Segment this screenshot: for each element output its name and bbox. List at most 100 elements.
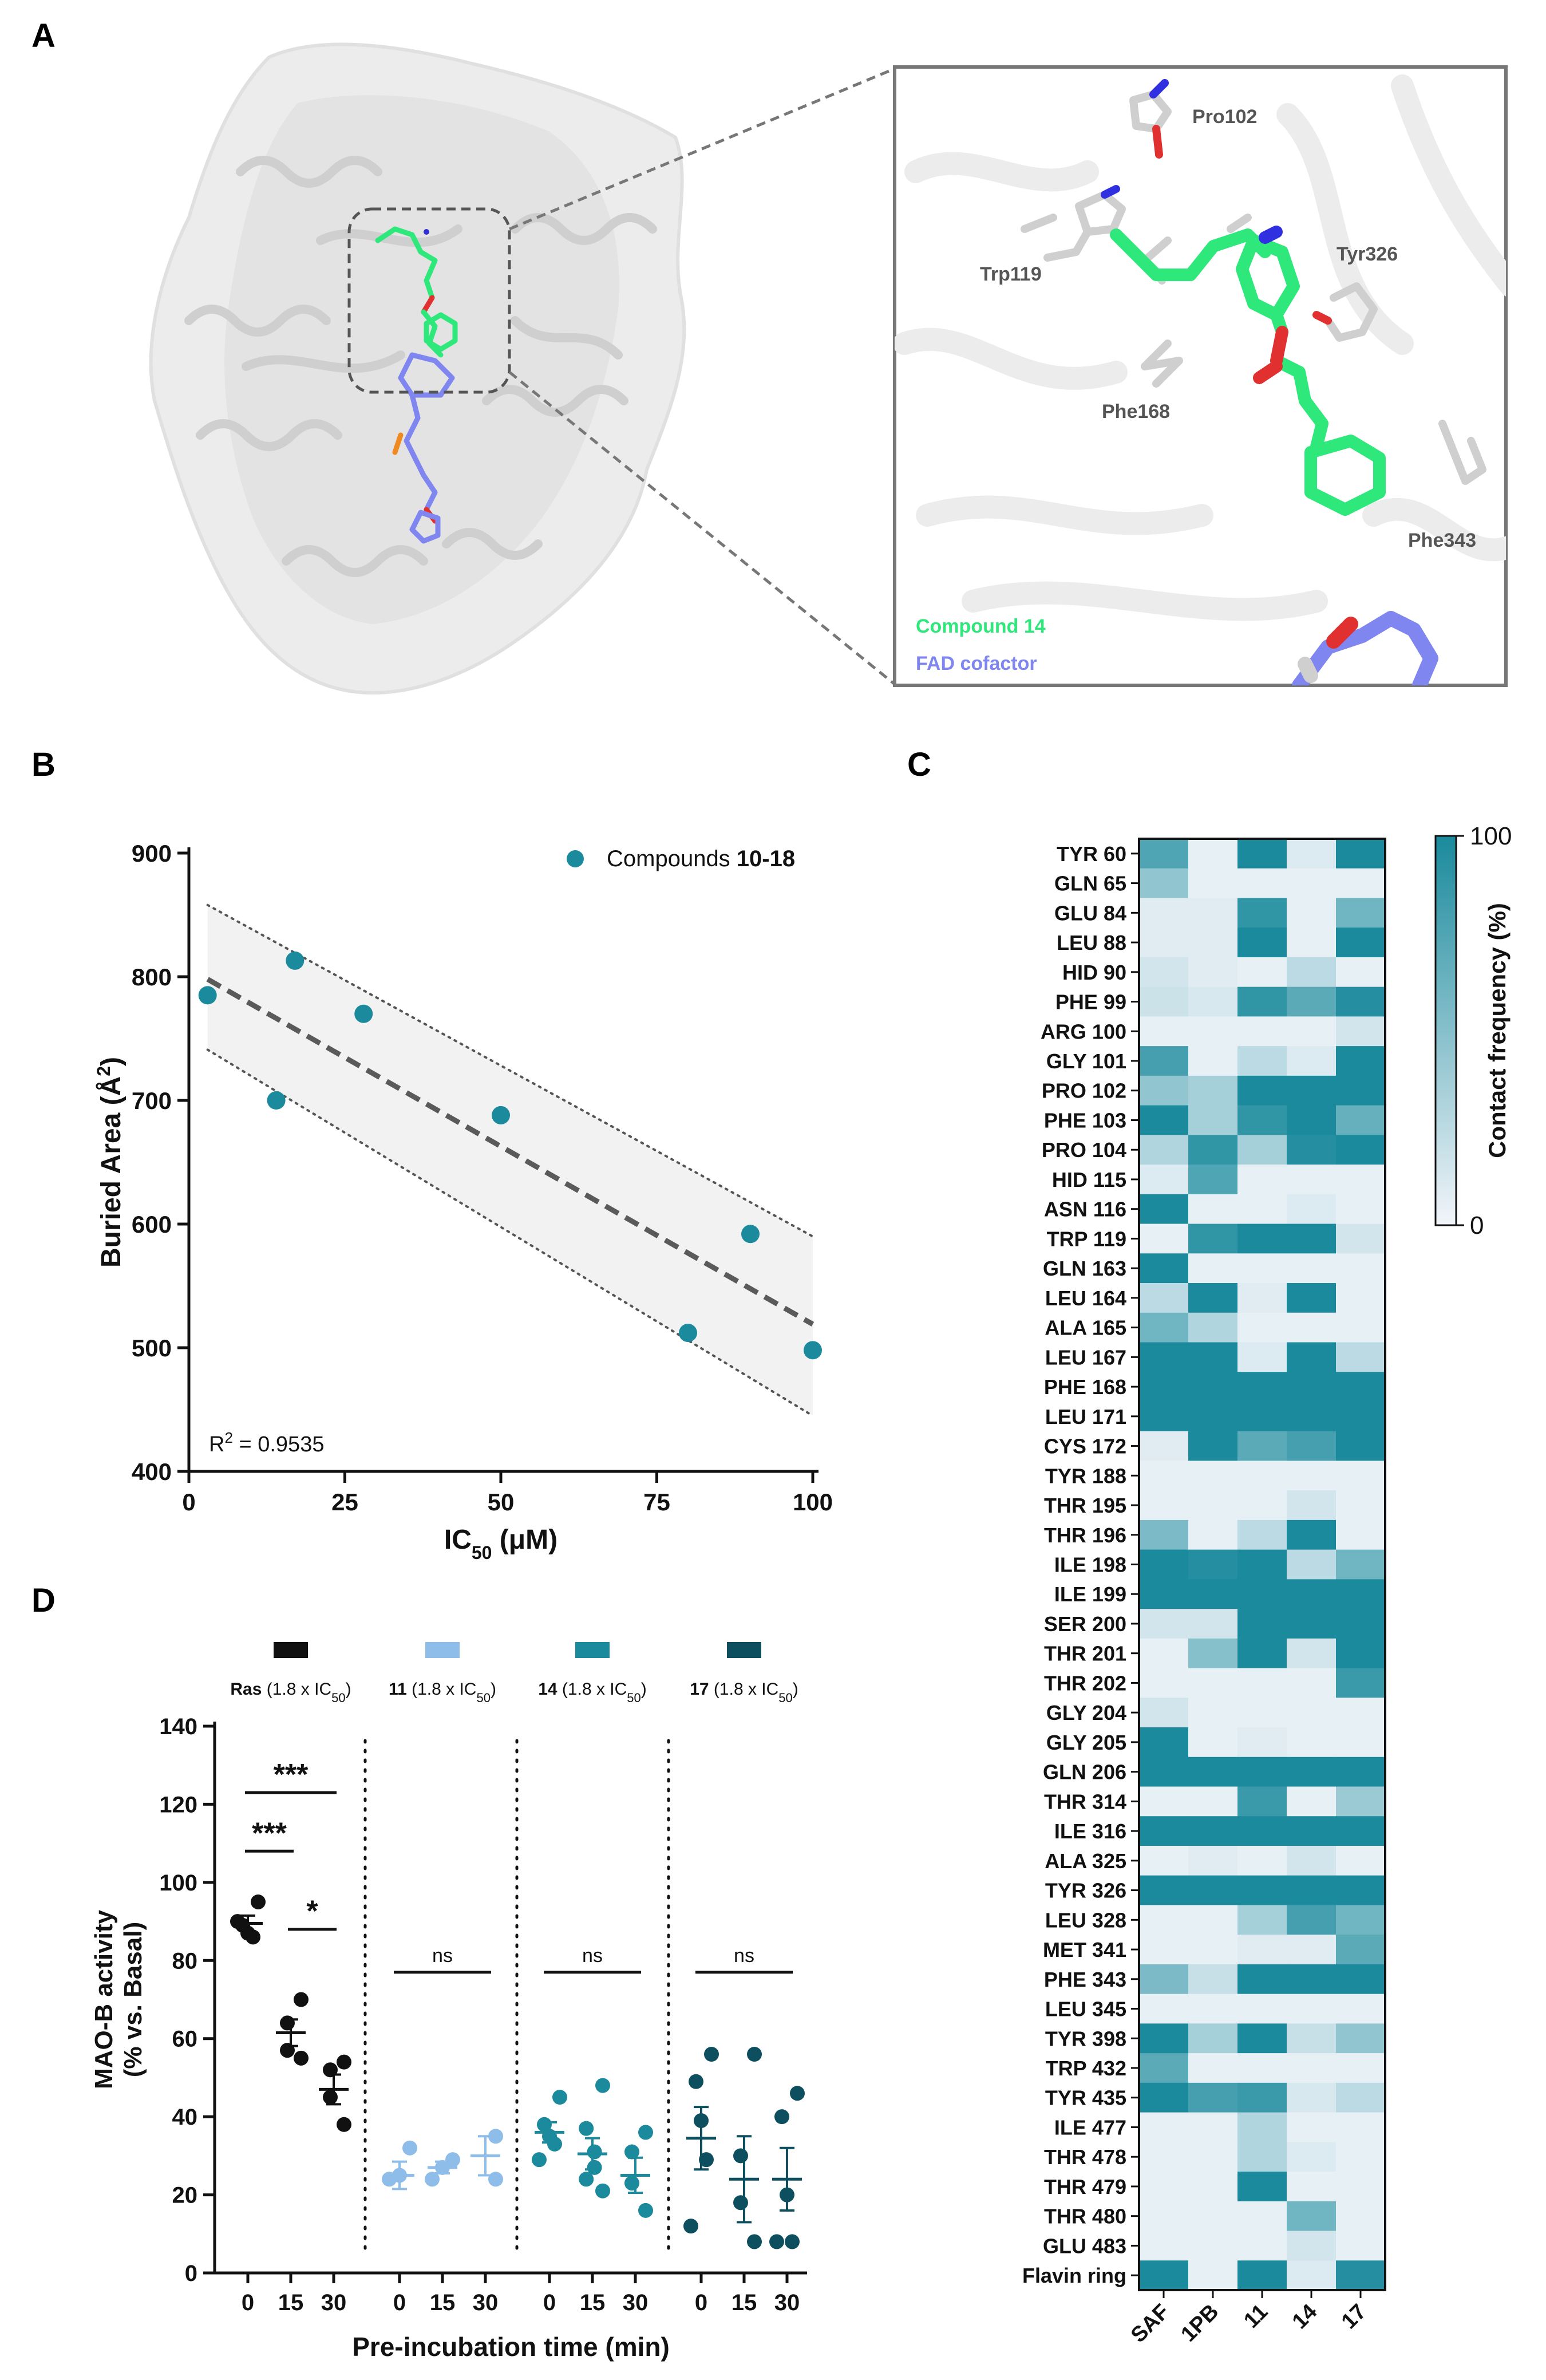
heatmap-cell (1188, 1549, 1238, 1580)
heatmap-cell (1287, 1165, 1337, 1195)
heatmap-cell (1188, 2172, 1238, 2202)
label-phe343: Phe343 (1408, 530, 1476, 551)
heatmap-cell (1139, 986, 1189, 1017)
row-label: GLY 101 (1046, 1049, 1126, 1073)
heatmap-cell (1336, 2172, 1386, 2202)
row-label: THR 480 (1044, 2205, 1126, 2228)
heatmap-cell (1237, 1165, 1287, 1195)
heatmap-cell (1139, 868, 1189, 899)
heatmap-cell (1336, 2053, 1386, 2083)
heatmap-cell (1188, 1016, 1238, 1047)
column-label: 1PB (1176, 2300, 1223, 2347)
row-label: ILE 198 (1054, 1553, 1126, 1577)
row-label: PHE 343 (1044, 1968, 1126, 1991)
row-label: TRP 119 (1047, 1227, 1126, 1250)
row-label: ARG 100 (1041, 1020, 1126, 1043)
x-tick-label: 30 (774, 2290, 800, 2315)
data-point (785, 2234, 800, 2249)
legend-label-bold: Ras (230, 1680, 262, 1699)
data-point (532, 2152, 547, 2168)
heatmap-cell (1336, 839, 1386, 869)
data-point (537, 2117, 552, 2132)
data-point (552, 2090, 567, 2105)
row-label: GLN 206 (1043, 1761, 1126, 1784)
heatmap-cell (1336, 1875, 1386, 1906)
row-label: THR 196 (1044, 1523, 1126, 1547)
data-point (579, 2172, 594, 2187)
row-label: GLY 204 (1046, 1701, 1126, 1724)
legend-label-rest: (1.8 x IC (407, 1680, 477, 1699)
row-label: ILE 477 (1054, 2115, 1126, 2139)
x-tick-label: 100 (793, 1489, 833, 1515)
x-tick-label: 15 (430, 2290, 456, 2315)
heatmap-cell (1336, 2260, 1386, 2291)
heatmap-cell (1139, 2142, 1189, 2172)
chart-mao-b-activity: Ras (1.8 x IC50) 11 (1.8 x IC50) 14 (1.8 x… (90, 1642, 807, 2362)
heatmap-cell (1237, 1253, 1287, 1284)
heatmap-cell (1139, 2112, 1189, 2142)
data-point (425, 2172, 440, 2187)
heatmap-cell (1139, 1698, 1189, 1728)
data-point (230, 1914, 245, 1929)
legend-swatch (727, 1642, 761, 1658)
heatmap-cell (1336, 1845, 1386, 1876)
heatmap-cell (1139, 1431, 1189, 1462)
data-point (492, 1106, 510, 1124)
data-point (624, 2176, 639, 2191)
heatmap-cell (1336, 1194, 1386, 1225)
row-label: THR 195 (1044, 1494, 1126, 1517)
heatmap-cell (1237, 1875, 1287, 1906)
legend-label-sub: 50 (778, 1691, 792, 1705)
heatmap-cell (1237, 1816, 1287, 1846)
heatmap-cell (1188, 1105, 1238, 1135)
legend-label: 14 (1.8 x IC50) (538, 1680, 647, 1705)
ci-lower-line (206, 1048, 814, 1417)
heatmap-cell (1237, 927, 1287, 958)
row-label: LEU 88 (1057, 931, 1126, 954)
heatmap-cell (1287, 1994, 1337, 2024)
heatmap-cell (1237, 1845, 1287, 1876)
y-tick-label: 700 (132, 1087, 172, 1114)
legend-label-end: ) (491, 1680, 496, 1699)
heatmap-cell (1287, 1312, 1337, 1343)
heatmap-cell (1237, 1461, 1287, 1491)
heatmap-cell (1188, 1994, 1238, 2024)
heatmap-cell (1188, 2260, 1238, 2291)
heatmap-cell (1336, 1490, 1386, 1521)
heatmap-cell (1139, 1401, 1189, 1432)
heatmap-cell (1287, 1609, 1337, 1639)
heatmap-cell (1139, 2053, 1189, 2083)
heatmap-cell (1287, 1253, 1337, 1284)
data-point (741, 1225, 760, 1244)
y-axis-title: MAO-B activity(% vs. Basal) (90, 1910, 147, 2089)
x-axis-title: Pre-incubation time (min) (352, 2332, 670, 2362)
heatmap-cell (1287, 1875, 1337, 1906)
heatmap-cell (1139, 1461, 1189, 1491)
heatmap-cell (1287, 2172, 1337, 2202)
heatmap-cell (1188, 1342, 1238, 1372)
confidence-band (207, 905, 813, 1416)
data-point (488, 2129, 503, 2144)
heatmap-cell (1287, 1105, 1337, 1135)
heatmap-cell (1336, 1816, 1386, 1846)
label-pro102: Pro102 (1192, 106, 1257, 128)
heatmap-cell (1287, 1046, 1337, 1076)
heatmap-cell (1188, 1253, 1238, 1284)
significance-label: *** (274, 1758, 309, 1791)
binding-site-zoom: Pro102 Trp119 Tyr326 Phe168 Phe343 Compo… (893, 65, 1508, 687)
heatmap-cell (1188, 2201, 1238, 2232)
heatmap-cell (1139, 1519, 1189, 1550)
y-tick-label: 400 (132, 1458, 172, 1485)
data-point (733, 2148, 748, 2164)
heatmap-cell (1287, 1490, 1337, 1521)
heatmap-cell (1237, 1194, 1287, 1225)
heatmap-cell (1139, 1964, 1189, 1995)
legend-label: 17 (1.8 x IC50) (690, 1680, 798, 1705)
heatmap-cell (1287, 2201, 1337, 2232)
heatmap-cell (1287, 1461, 1337, 1491)
compound-14-ligand-overview (375, 226, 458, 358)
heatmap-cell (1287, 1401, 1337, 1432)
legend-swatch (274, 1642, 308, 1658)
heatmap-cell (1336, 957, 1386, 988)
label-phe168: Phe168 (1102, 401, 1170, 423)
